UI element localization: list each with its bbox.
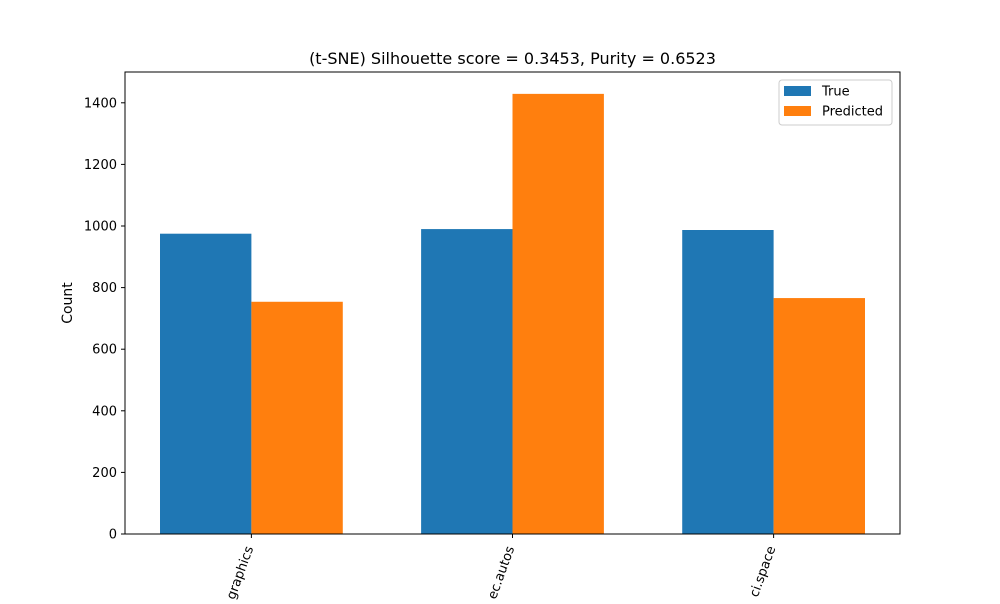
y-tick-label-7: 1400 xyxy=(84,96,117,111)
y-tick-label-1: 200 xyxy=(92,466,117,481)
y-axis: 0 200 400 600 800 1000 1200 1400 xyxy=(84,96,125,543)
y-tick-label-6: 1200 xyxy=(84,158,117,173)
bar-true-2 xyxy=(682,230,774,534)
legend: True Predicted xyxy=(778,79,893,126)
legend-label-predicted: Predicted xyxy=(822,105,883,120)
chart-title: (t-SNE) Silhouette score = 0.3453, Purit… xyxy=(309,49,716,68)
x-axis: graphics ec.autos ci.space xyxy=(224,534,779,600)
y-tick-label-2: 400 xyxy=(92,404,117,419)
legend-swatch-predicted xyxy=(784,106,811,116)
bar-predicted-2 xyxy=(773,298,865,534)
bar-true-0 xyxy=(160,233,252,534)
y-tick-label-3: 600 xyxy=(92,343,117,358)
y-axis-label: Count xyxy=(60,282,76,324)
y-tick-label-0: 0 xyxy=(109,528,117,543)
x-tick-label-0: graphics xyxy=(224,544,257,600)
bar-predicted-0 xyxy=(251,301,343,534)
y-tick-label-5: 1000 xyxy=(84,220,117,235)
legend-label-true: True xyxy=(821,85,850,100)
y-tick-label-4: 800 xyxy=(92,281,117,296)
x-tick-label-1: ec.autos xyxy=(485,544,518,600)
plot-frame xyxy=(124,71,901,535)
bar-true-1 xyxy=(421,229,513,534)
legend-swatch-true xyxy=(784,86,811,96)
bars-layer xyxy=(160,93,865,535)
bar-predicted-1 xyxy=(512,93,604,535)
x-tick-label-2: ci.space xyxy=(747,544,779,599)
